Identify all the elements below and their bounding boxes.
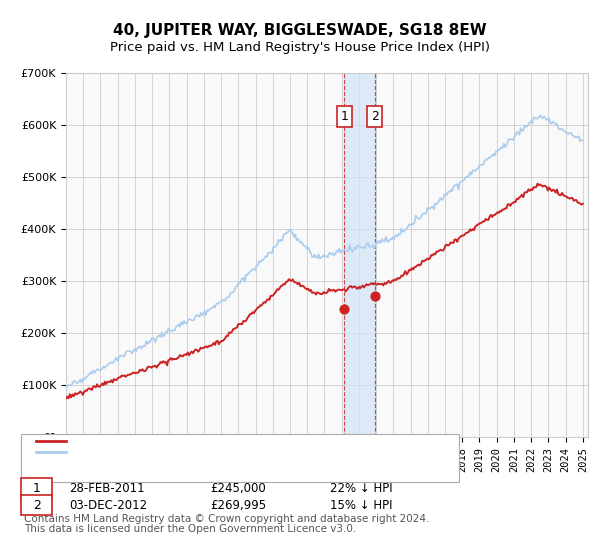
Text: Contains HM Land Registry data © Crown copyright and database right 2024.: Contains HM Land Registry data © Crown c… bbox=[24, 514, 430, 524]
Text: 1: 1 bbox=[340, 110, 349, 123]
Text: 03-DEC-2012: 03-DEC-2012 bbox=[69, 498, 147, 512]
Bar bbox=[344, 73, 375, 437]
Text: 40, JUPITER WAY, BIGGLESWADE, SG18 8EW: 40, JUPITER WAY, BIGGLESWADE, SG18 8EW bbox=[113, 24, 487, 38]
Text: 22% ↓ HPI: 22% ↓ HPI bbox=[330, 482, 392, 495]
Text: Price paid vs. HM Land Registry's House Price Index (HPI): Price paid vs. HM Land Registry's House … bbox=[110, 41, 490, 54]
Text: 28-FEB-2011: 28-FEB-2011 bbox=[69, 482, 145, 495]
Text: HPI: Average price, detached house, Central Bedfordshire: HPI: Average price, detached house, Cent… bbox=[69, 446, 410, 459]
Text: 15% ↓ HPI: 15% ↓ HPI bbox=[330, 498, 392, 512]
Text: 2: 2 bbox=[371, 110, 379, 123]
Point bbox=[340, 305, 349, 314]
Text: 2: 2 bbox=[32, 498, 41, 512]
Text: 40, JUPITER WAY, BIGGLESWADE, SG18 8EW (detached house): 40, JUPITER WAY, BIGGLESWADE, SG18 8EW (… bbox=[69, 434, 436, 447]
Text: This data is licensed under the Open Government Licence v3.0.: This data is licensed under the Open Gov… bbox=[24, 524, 356, 534]
Point bbox=[370, 292, 380, 301]
Text: 1: 1 bbox=[32, 482, 41, 495]
Text: £269,995: £269,995 bbox=[210, 498, 266, 512]
Text: £245,000: £245,000 bbox=[210, 482, 266, 495]
